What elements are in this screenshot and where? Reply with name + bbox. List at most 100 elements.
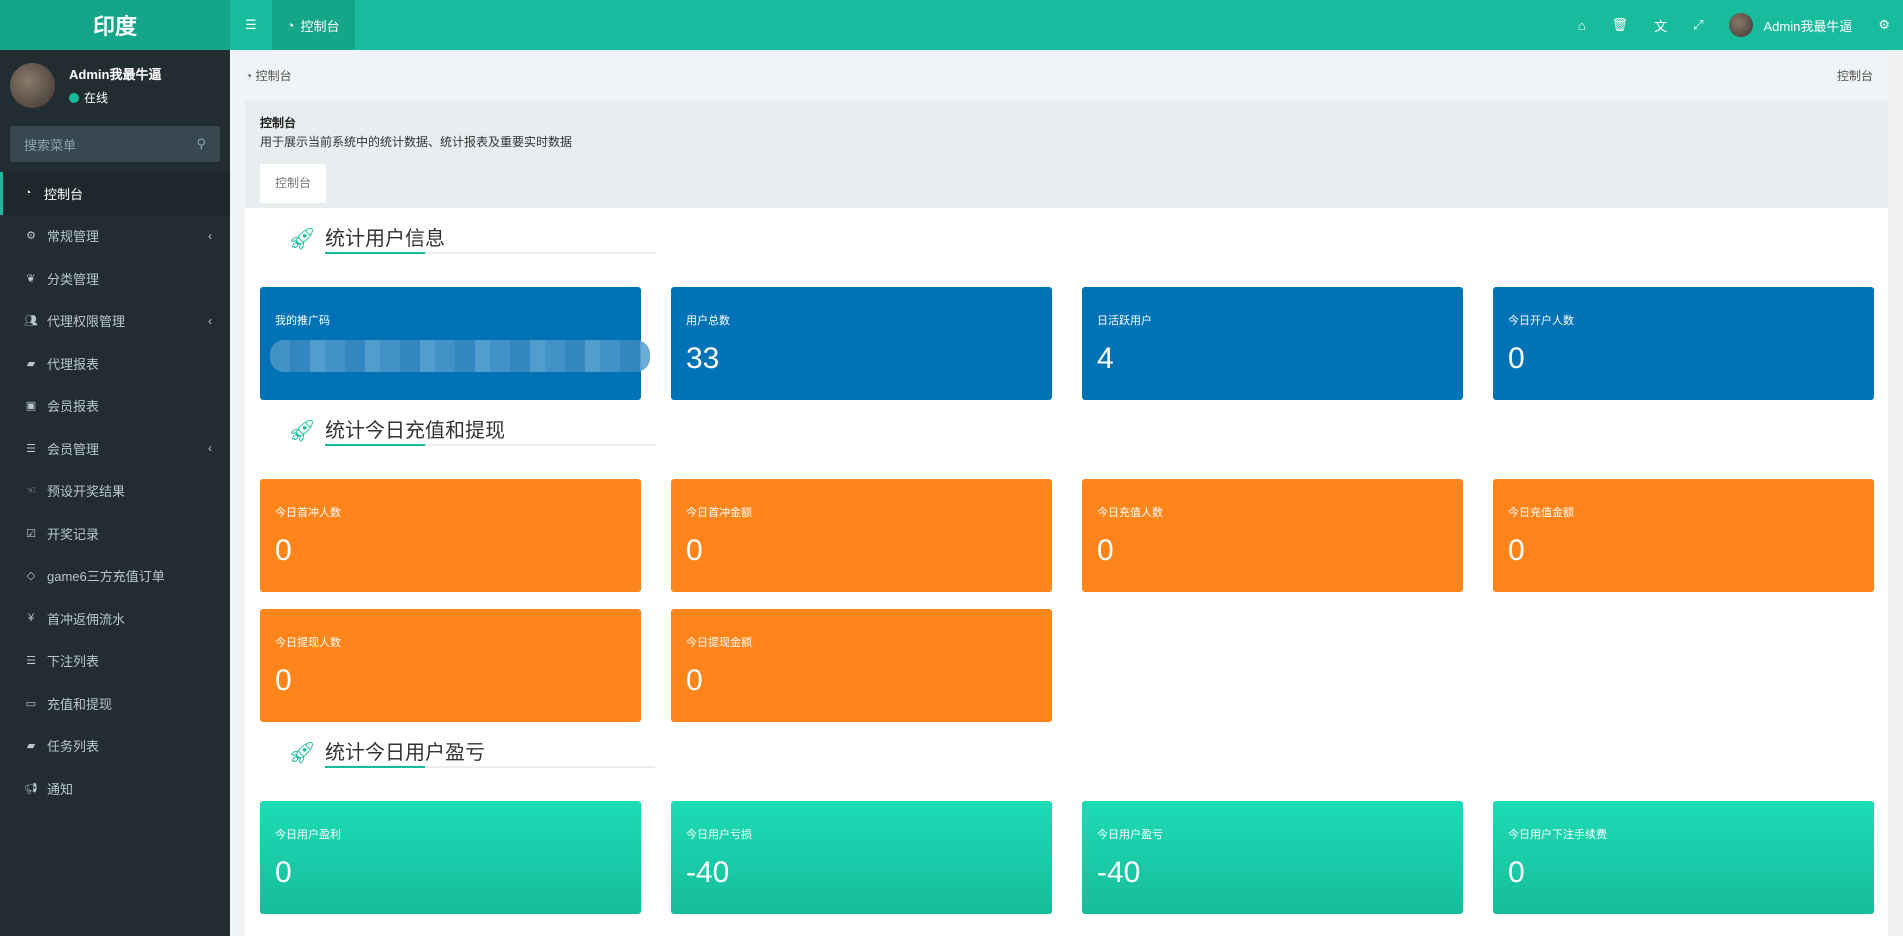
- group-icon: 👥︎: [24, 314, 38, 327]
- stat-label: 今日提现金额: [686, 634, 1037, 650]
- stat-value: 0: [275, 856, 626, 890]
- rocket-icon: 🚀︎: [288, 418, 316, 444]
- sidebar-item[interactable]: ☰下注列表: [0, 640, 230, 683]
- stat-label: 今日提现人数: [275, 634, 626, 650]
- sidebar-item[interactable]: ⚙常规管理‹: [0, 215, 230, 258]
- avatar: [10, 63, 55, 108]
- section-header: 🚀︎统计今日用户盈亏: [260, 722, 1873, 801]
- stat-card: 我的推广码: [260, 287, 641, 400]
- search-menu-input[interactable]: 搜索菜单⚲: [10, 126, 220, 162]
- stat-label: 今日用户下注手续费: [1508, 826, 1859, 842]
- divider: [325, 444, 655, 446]
- stat-card: 今日开户人数0: [1493, 287, 1874, 400]
- home-button[interactable]: ⌂: [1565, 0, 1599, 50]
- stat-card: 今日提现人数0: [260, 609, 641, 722]
- fullscreen-icon: ⤢: [1693, 17, 1703, 33]
- fullscreen-button[interactable]: ⤢: [1680, 0, 1716, 50]
- language-button[interactable]: 文: [1641, 0, 1680, 50]
- tab-dashboard[interactable]: ◔控制台: [272, 0, 355, 50]
- stat-label: 今日用户盈亏: [1097, 826, 1448, 842]
- hand-icon: ☜: [24, 484, 38, 497]
- sidebar-item-label: 控制台: [44, 184, 83, 203]
- redacted-referral-code: [270, 340, 650, 372]
- sidebar-item[interactable]: ▭ 充值和提现: [0, 682, 230, 725]
- sidebar-item[interactable]: ▰ 代理报表: [0, 342, 230, 385]
- chevron-left-icon: ‹: [208, 441, 212, 455]
- menu-icon: ☰: [245, 17, 257, 33]
- stat-value: 0: [1508, 856, 1859, 890]
- logo[interactable]: 印度: [0, 0, 230, 50]
- section-title: 统计今日充值和提现: [325, 414, 505, 443]
- sidebar-item[interactable]: ☜预设开奖结果: [0, 470, 230, 513]
- stat-value: 0: [686, 534, 1037, 568]
- section-title: 统计用户信息: [325, 222, 445, 251]
- money-icon: ▭: [24, 697, 38, 710]
- breadcrumb: ◔ 控制台 控制台: [230, 50, 1888, 100]
- user-name: Admin我最牛逼: [69, 64, 161, 83]
- leaf-icon: ❦: [24, 272, 38, 285]
- breadcrumb-current: 控制台: [1837, 67, 1873, 84]
- stat-card: 今日用户下注手续费 0: [1493, 801, 1874, 914]
- panel-tab-dashboard[interactable]: 控制台: [260, 164, 326, 203]
- stat-value: 0: [686, 664, 1037, 698]
- stat-card: 今日充值金额0: [1493, 479, 1874, 592]
- sidebar-item[interactable]: ◔控制台: [0, 172, 230, 215]
- stat-label: 今日充值金额: [1508, 504, 1859, 520]
- section-title: 统计今日用户盈亏: [325, 736, 485, 765]
- scrollbar[interactable]: [1888, 50, 1903, 936]
- language-icon: 文: [1654, 16, 1667, 35]
- dashboard-icon: ◔: [287, 18, 295, 33]
- stat-card: 今日用户盈亏 -40: [1082, 801, 1463, 914]
- settings-button[interactable]: ⚙: [1865, 0, 1903, 50]
- divider: [325, 766, 655, 768]
- main-content: ◔ 控制台 控制台 控制台 用于展示当前系统中的统计数据、统计报表及重要实时数据…: [230, 50, 1888, 936]
- sidebar-item[interactable]: 📢︎通知: [0, 767, 230, 810]
- yen-icon: ¥: [24, 612, 38, 624]
- avatar: [1729, 13, 1753, 37]
- search-icon[interactable]: ⚲: [196, 136, 206, 152]
- stat-card: 今日提现金额 0: [671, 609, 1052, 722]
- user-status: 在线: [69, 89, 161, 106]
- dashboard-panel: 控制台 用于展示当前系统中的统计数据、统计报表及重要实时数据 控制台 🚀︎统计用…: [245, 100, 1888, 936]
- sidebar-item[interactable]: ◇game6三方充值订单: [0, 555, 230, 598]
- sidebar-item[interactable]: ¥ 首冲返佣流水: [0, 597, 230, 640]
- sidebar-item-label: 任务列表: [47, 736, 99, 755]
- calendar-check-icon: ☑: [24, 527, 38, 540]
- sidebar-toggle-button[interactable]: ☰: [230, 0, 272, 50]
- sidebar-menu: ◔控制台⚙常规管理‹❦分类管理 👥︎ 代理权限管理 ‹ ▰ 代理报表 ▣会员报表☰会员管理‹…: [0, 172, 230, 810]
- sidebar-item[interactable]: ▰任务列表: [0, 725, 230, 768]
- stat-card: 今日用户盈利 0: [260, 801, 641, 914]
- stat-label: 今日开户人数: [1508, 312, 1859, 328]
- clear-cache-button[interactable]: 🗑︎: [1599, 0, 1642, 50]
- sidebar-item-label: 通知: [47, 779, 73, 798]
- sidebar-item-label: 首冲返佣流水: [47, 609, 125, 628]
- stat-card: 日活跃用户4: [1082, 287, 1463, 400]
- stat-label: 今日首冲金额: [686, 504, 1037, 520]
- stat-label: 今日用户盈利: [275, 826, 626, 842]
- sidebar-item[interactable]: ▣会员报表: [0, 385, 230, 428]
- sidebar-item-label: 会员报表: [47, 396, 99, 415]
- sidebar-item[interactable]: 👥︎ 代理权限管理 ‹: [0, 300, 230, 343]
- sidebar-item-label: 代理权限管理: [47, 311, 125, 330]
- sidebar-item-label: 代理报表: [47, 354, 99, 373]
- stat-card: 用户总数33: [671, 287, 1052, 400]
- stat-card: 今日充值人数0: [1082, 479, 1463, 592]
- panel-description: 用于展示当前系统中的统计数据、统计报表及重要实时数据: [260, 133, 1873, 150]
- stat-value: 4: [1097, 342, 1448, 376]
- book-icon: ▰: [24, 357, 38, 370]
- stat-value: 0: [1097, 534, 1448, 568]
- stat-cards: 我的推广码 用户总数33 日活跃用户4 今日开户人数0: [260, 287, 1873, 400]
- stat-label: 我的推广码: [275, 312, 626, 328]
- stat-value: -40: [1097, 856, 1448, 890]
- user-menu[interactable]: Admin我最牛逼: [1716, 0, 1865, 50]
- chevron-left-icon: ‹: [208, 314, 212, 328]
- trash-icon: 🗑︎: [1612, 17, 1629, 33]
- stat-value: -40: [686, 856, 1037, 890]
- sidebar-item[interactable]: ☑开奖记录: [0, 512, 230, 555]
- panel-body: 🚀︎统计用户信息我的推广码用户总数33日活跃用户4今日开户人数0🚀︎统计今日充值…: [245, 208, 1888, 914]
- sidebar-item-label: 充值和提现: [47, 694, 112, 713]
- sidebar-item[interactable]: ❦分类管理: [0, 257, 230, 300]
- list-icon: ☰: [24, 654, 38, 667]
- sidebar-item[interactable]: ☰会员管理‹: [0, 427, 230, 470]
- section-header: 🚀︎ 统计今日充值和提现: [260, 400, 1873, 479]
